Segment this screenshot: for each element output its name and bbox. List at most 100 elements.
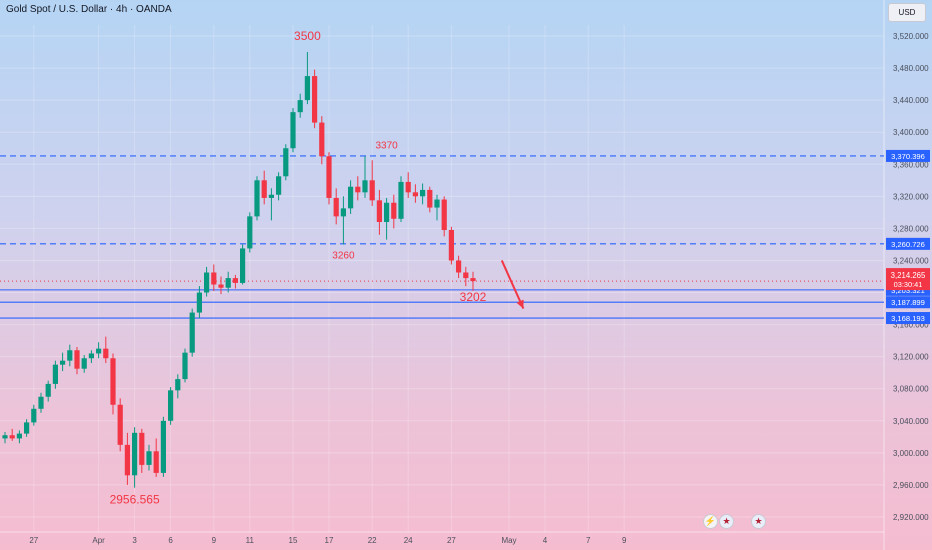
candle-body xyxy=(261,180,267,198)
candle-body xyxy=(175,379,181,391)
candle-body xyxy=(283,148,289,177)
candle-body xyxy=(232,278,238,283)
candle-body xyxy=(326,156,332,198)
x-tick-label: 27 xyxy=(447,536,456,545)
candle-body xyxy=(67,350,73,361)
candle-body xyxy=(146,451,152,465)
y-tick-label: 3,320.000 xyxy=(893,192,929,201)
candle-body xyxy=(31,408,37,423)
candle-body xyxy=(218,284,224,288)
candle-body xyxy=(160,420,166,473)
candle-body xyxy=(470,278,476,282)
y-tick-label: 3,480.000 xyxy=(893,64,929,73)
candle-body xyxy=(52,364,58,384)
candle-body xyxy=(139,432,145,465)
us-flag-event-icon[interactable]: ★ xyxy=(751,514,766,529)
x-tick-label: 24 xyxy=(404,536,413,545)
candle-body xyxy=(340,208,346,217)
level-price-label: 3,187.899 xyxy=(891,298,925,307)
current-price-tag xyxy=(886,268,930,291)
candle-body xyxy=(24,422,30,434)
candle-body xyxy=(196,292,202,313)
axis-price-labels: 3,370.396 3,260.726 3,203.321 3,187.899 3,16… xyxy=(886,149,930,325)
candle-body xyxy=(9,435,15,439)
horizontal-lines xyxy=(0,155,884,319)
x-tick-label: Apr xyxy=(92,536,105,545)
x-tick-label: 9 xyxy=(622,536,627,545)
candle-body xyxy=(182,352,188,380)
candle-body xyxy=(348,186,354,209)
current-price-label: 3,214.265 xyxy=(891,271,926,280)
candle-body xyxy=(434,199,440,208)
level-price-label: 3,260.726 xyxy=(891,240,925,249)
x-tick-label: 7 xyxy=(586,536,591,545)
level-price-label: 3,370.396 xyxy=(891,152,925,161)
candle-body xyxy=(333,197,339,217)
y-tick-label: 3,400.000 xyxy=(893,128,929,137)
symbol-title[interactable]: Gold Spot / U.S. Dollar · 4h · OANDA xyxy=(6,4,172,15)
candle-body xyxy=(412,192,418,197)
candle-body xyxy=(441,199,447,231)
candle-body xyxy=(103,348,109,359)
candle-body xyxy=(88,353,94,359)
candle-body xyxy=(16,433,22,439)
candle-body xyxy=(247,216,253,249)
price-annotation: 3202 xyxy=(460,290,487,304)
candle-body xyxy=(448,230,454,261)
annotations: 3500 3370 3260 3202 2956.565 xyxy=(110,29,525,507)
level-price-label: 3,203.321 xyxy=(891,286,925,295)
candle-body xyxy=(268,194,274,198)
candle-body xyxy=(427,189,433,208)
candle-body xyxy=(398,181,404,219)
candle-body xyxy=(369,180,375,201)
x-tick-label: 6 xyxy=(168,536,173,545)
candle-body xyxy=(60,360,66,365)
candle-body xyxy=(96,348,102,354)
candle-body xyxy=(132,432,138,476)
price-annotation: 3500 xyxy=(294,29,321,43)
candle-body xyxy=(319,122,325,157)
candle-body xyxy=(38,396,44,409)
us-flag-event-icon[interactable]: ★ xyxy=(719,514,734,529)
candle-body xyxy=(81,358,87,369)
y-tick-label: 3,280.000 xyxy=(893,224,929,233)
candle-body xyxy=(153,451,159,473)
down-arrow-icon xyxy=(516,299,524,309)
candle-body xyxy=(456,260,462,273)
candle-body xyxy=(355,186,361,193)
candle-body xyxy=(124,444,130,476)
level-price-tag xyxy=(886,296,930,309)
candle-body xyxy=(405,181,411,193)
candle-body xyxy=(362,180,368,193)
down-arrow-shaft xyxy=(500,260,525,309)
x-tick-label: 27 xyxy=(29,536,38,545)
currency-button[interactable]: USD xyxy=(888,3,926,22)
y-tick-label: 2,960.000 xyxy=(893,481,929,490)
x-tick-label: 9 xyxy=(212,536,217,545)
candle-body xyxy=(463,272,469,279)
candle-body xyxy=(391,202,397,219)
level-price-tag xyxy=(886,312,930,325)
level-price-tag xyxy=(886,149,930,162)
y-tick-label: 2,920.000 xyxy=(893,513,929,522)
price-annotation: 2956.565 xyxy=(110,493,160,507)
bar-countdown: 03:30:41 xyxy=(894,280,923,289)
candle-body xyxy=(204,272,210,293)
y-tick-label: 3,240.000 xyxy=(893,256,929,265)
y-tick-label: 3,120.000 xyxy=(893,353,929,362)
candle-body xyxy=(297,100,303,113)
candle-body xyxy=(168,390,174,421)
y-tick-label: 3,040.000 xyxy=(893,417,929,426)
level-price-tag xyxy=(886,237,930,250)
flash-event-icon[interactable]: ⚡ xyxy=(703,514,718,529)
y-tick-label: 3,440.000 xyxy=(893,96,929,105)
y-tick-label: 3,520.000 xyxy=(893,32,929,41)
x-tick-label: May xyxy=(501,536,516,545)
candle-body xyxy=(110,358,116,405)
x-tick-label: 3 xyxy=(132,536,137,545)
price-annotation: 3370 xyxy=(375,140,398,151)
level-price-label: 3,168.193 xyxy=(891,314,925,323)
candle-body xyxy=(240,248,246,283)
candle-body xyxy=(420,189,426,197)
